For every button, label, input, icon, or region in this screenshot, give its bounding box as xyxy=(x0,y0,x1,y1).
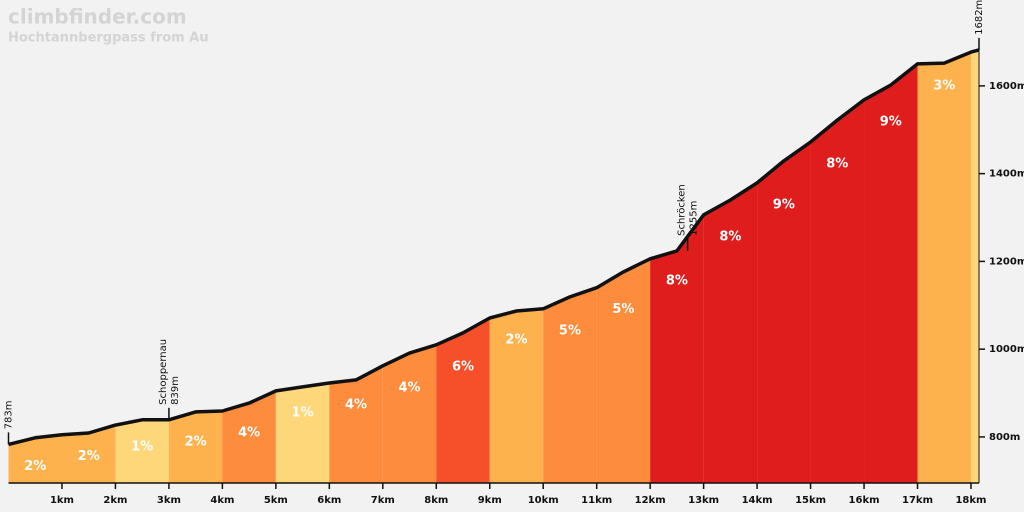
chart-subtitle: Hochtannbergpass from Au xyxy=(8,31,209,46)
grade-label: 2% xyxy=(24,459,46,474)
grade-label: 2% xyxy=(185,434,207,449)
y-tick-label: 1600m xyxy=(989,81,1024,92)
y-tick-label: 1200m xyxy=(989,256,1024,267)
x-tick-label: 17km xyxy=(902,495,933,506)
grade-label: 4% xyxy=(238,426,260,441)
grade-segment xyxy=(970,49,979,483)
y-tick-label: 1400m xyxy=(989,169,1024,180)
grade-label: 9% xyxy=(880,114,902,129)
x-tick-label: 5km xyxy=(264,495,288,506)
x-tick-label: 15km xyxy=(795,495,826,506)
x-tick-label: 3km xyxy=(157,495,181,506)
y-tick-label: 800m xyxy=(989,432,1020,443)
grade-label: 4% xyxy=(345,397,367,412)
x-tick-label: 16km xyxy=(849,495,880,506)
grade-label: 8% xyxy=(666,273,688,288)
annotation-label: 1255m xyxy=(689,201,700,236)
grade-segment xyxy=(917,49,971,483)
chart-title: climbfinder.com xyxy=(8,5,187,29)
x-tick-label: 13km xyxy=(688,495,719,506)
annotation-label: 839m xyxy=(170,376,181,405)
x-tick-label: 8km xyxy=(424,495,448,506)
grade-label: 4% xyxy=(398,380,420,395)
elevation-line xyxy=(8,48,980,447)
x-tick-label: 9km xyxy=(478,495,502,506)
grade-label: 1% xyxy=(292,405,314,420)
annotation-label: 1682m xyxy=(974,0,985,35)
grade-label: 3% xyxy=(933,78,955,93)
y-tick-label: 1000m xyxy=(989,344,1024,355)
grade-segment xyxy=(864,49,918,483)
x-tick-label: 6km xyxy=(317,495,341,506)
grade-label: 2% xyxy=(78,449,100,464)
annotation-name: Schröcken xyxy=(677,184,688,236)
annotation-name: Schoppernau xyxy=(158,339,169,405)
x-tick-label: 4km xyxy=(210,495,234,506)
x-tick-label: 14km xyxy=(742,495,773,506)
grade-label: 9% xyxy=(773,197,795,212)
x-tick-label: 11km xyxy=(581,495,612,506)
grade-label: 6% xyxy=(452,359,474,374)
annotation-label: 783m xyxy=(4,401,15,430)
x-tick-label: 10km xyxy=(528,495,559,506)
x-tick-label: 12km xyxy=(635,495,666,506)
grade-label: 2% xyxy=(505,333,527,348)
x-tick-label: 1km xyxy=(50,495,74,506)
x-tick-label: 18km xyxy=(955,495,986,506)
grade-label: 1% xyxy=(131,440,153,455)
grade-label: 8% xyxy=(826,157,848,172)
grade-label: 5% xyxy=(559,323,581,338)
x-tick-label: 2km xyxy=(103,495,127,506)
x-tick-label: 7km xyxy=(371,495,395,506)
grade-label: 8% xyxy=(719,229,741,244)
grade-label: 5% xyxy=(612,302,634,317)
